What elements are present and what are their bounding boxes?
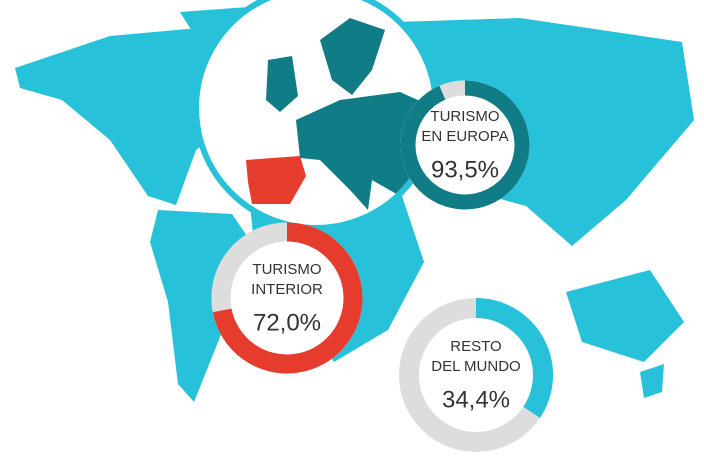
scandinavia [320,18,385,95]
donut-label: RESTO [450,338,501,355]
donut-label: EN EUROPA [421,128,508,145]
new-zealand [640,364,664,398]
donut-background [211,222,363,374]
donut-background [400,80,530,210]
donut-label: TURISMO [252,261,321,278]
donut-label: DEL MUNDO [431,358,520,375]
mainland-europe [296,92,433,210]
north-america [15,26,255,205]
donut-arc [212,222,363,374]
donut-value: 72,0% [253,309,321,336]
uk [266,56,298,112]
europe-zoom [193,0,439,231]
donut-label: INTERIOR [251,281,323,298]
donut-arc [475,298,553,418]
donut-value: 93,5% [431,156,499,183]
australia [566,270,684,362]
spain [246,156,306,204]
donut-label: TURISMO [430,108,499,125]
donut-background [399,298,553,452]
donut-arc [400,80,530,210]
donut-value: 34,4% [442,386,510,413]
